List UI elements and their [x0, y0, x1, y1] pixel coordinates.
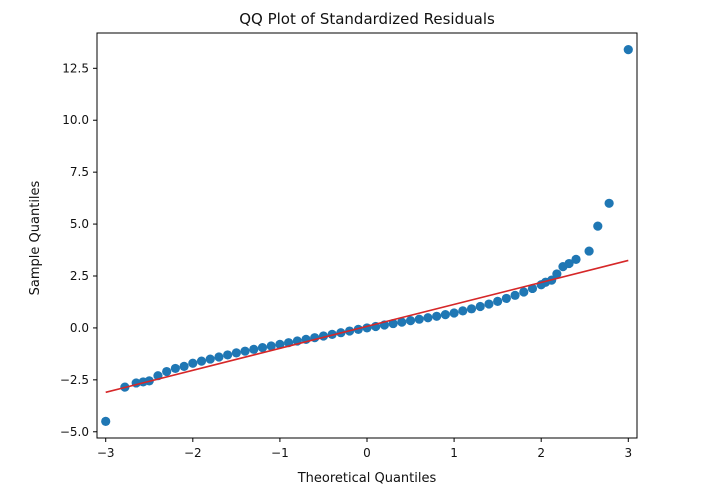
y-tick-label: −5.0 — [60, 425, 89, 439]
data-point — [196, 356, 207, 366]
data-point — [231, 348, 241, 358]
chart-title: QQ Plot of Standardized Residuals — [239, 10, 495, 28]
x-tick-label: −3 — [97, 446, 115, 460]
data-point — [423, 313, 433, 323]
data-point — [458, 306, 468, 316]
x-tick-label: 1 — [450, 446, 458, 460]
x-axis-label: Theoretical Quantiles — [297, 471, 437, 486]
y-tick-label: 2.5 — [70, 269, 89, 283]
data-point — [205, 354, 215, 364]
axis-ticks: −3 −2 −1 0 1 2 3 −5.0 −2.5 0.0 2.5 5.0 7.5 10.0 12.5 — [60, 61, 632, 460]
y-tick-label: 10.0 — [62, 113, 89, 127]
data-point — [101, 416, 111, 426]
data-point — [564, 258, 574, 269]
data-point — [432, 311, 442, 321]
data-point — [249, 344, 259, 354]
x-tick-label: 2 — [537, 446, 545, 460]
data-point — [593, 221, 603, 231]
data-point — [484, 299, 494, 309]
y-tick-label: 12.5 — [62, 61, 89, 75]
data-point — [266, 341, 276, 351]
data-point — [493, 296, 503, 306]
data-point — [584, 246, 594, 256]
x-tick-label: −1 — [271, 446, 289, 460]
data-point — [552, 269, 562, 279]
data-point — [188, 358, 198, 368]
data-point — [510, 290, 520, 300]
data-point — [519, 287, 529, 297]
data-point — [440, 310, 450, 320]
reference-line — [105, 259, 629, 394]
data-point — [240, 346, 250, 356]
x-tick-label: 3 — [624, 446, 632, 460]
y-tick-label: −2.5 — [60, 373, 89, 387]
y-tick-label: 0.0 — [70, 321, 89, 335]
data-point — [414, 314, 424, 324]
data-point — [604, 198, 614, 208]
data-point — [449, 308, 459, 318]
data-point — [623, 45, 633, 55]
data-point — [501, 293, 511, 304]
data-point — [475, 301, 485, 312]
y-axis-label: Sample Quantiles — [28, 180, 43, 295]
y-tick-label: 7.5 — [70, 165, 89, 179]
data-point — [405, 316, 416, 326]
y-tick-label: 5.0 — [70, 217, 89, 231]
data-point — [275, 339, 285, 349]
data-point — [223, 350, 233, 360]
data-point — [257, 343, 268, 353]
x-tick-label: −2 — [184, 446, 202, 460]
data-point — [466, 304, 477, 314]
reference-line-group — [105, 259, 629, 394]
data-point — [397, 317, 407, 327]
data-point — [179, 361, 189, 371]
data-point — [170, 363, 180, 374]
data-point — [214, 352, 224, 362]
data-point — [388, 318, 398, 329]
data-point — [571, 254, 581, 264]
data-point — [162, 366, 172, 377]
x-tick-label: 0 — [363, 446, 371, 460]
data-point — [527, 283, 538, 294]
